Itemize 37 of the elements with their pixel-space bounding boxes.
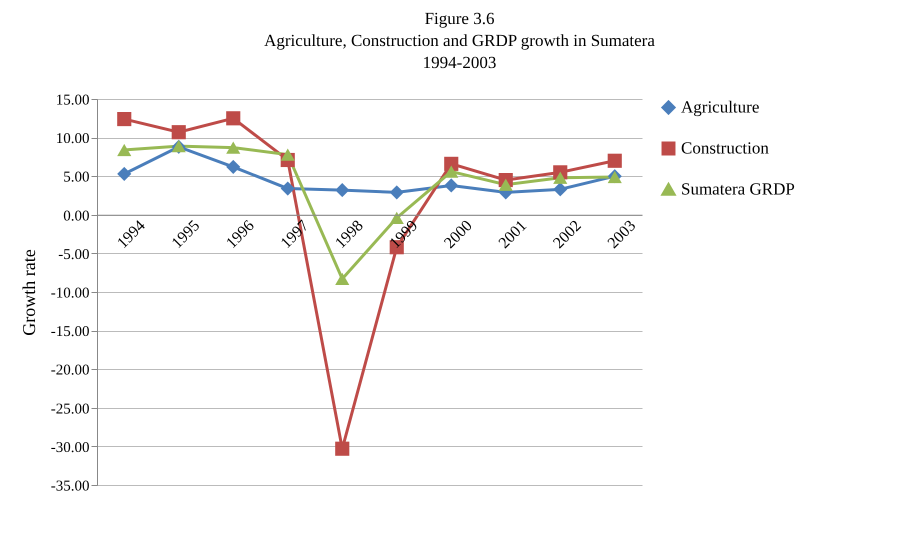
y-tick-label: -25.00	[50, 401, 90, 418]
point	[172, 125, 186, 140]
point	[335, 442, 350, 456]
point	[390, 185, 404, 200]
y-tick-label: -10.00	[50, 286, 90, 302]
point	[553, 182, 568, 196]
point	[444, 156, 458, 171]
point	[444, 178, 458, 193]
point	[608, 154, 622, 168]
y-tick-label: -35.00	[50, 478, 90, 494]
point	[117, 112, 132, 126]
y-tick-label: -30.00	[50, 440, 90, 456]
y-axis-title: Growth rate	[18, 249, 39, 336]
chart-subtitle: Agriculture, Construction and GRDP growth in Sumatera 1994-2003	[264, 31, 656, 72]
legend-label: Agriculture	[681, 98, 760, 116]
point	[226, 111, 240, 126]
point	[335, 272, 350, 285]
y-tick-label: 15.00	[56, 92, 90, 108]
y-tick-label: 5.00	[63, 170, 90, 186]
point	[498, 178, 513, 191]
point	[226, 160, 240, 174]
point	[117, 144, 132, 156]
y-tick-label: 10.00	[56, 131, 90, 148]
y-tick-label: 0.00	[63, 208, 90, 224]
y-tick-label: -15.00	[50, 324, 90, 340]
point	[226, 142, 240, 154]
legend-label: Sumatera GRDP	[681, 180, 795, 198]
point	[280, 148, 295, 161]
point	[335, 183, 350, 198]
point	[280, 181, 295, 196]
legend-label: Construction	[681, 138, 770, 158]
chart-title: Figure 3.6	[424, 9, 494, 28]
point	[117, 166, 132, 181]
point	[444, 165, 458, 178]
point	[553, 172, 568, 184]
y-tick-label: -5.00	[58, 246, 90, 263]
y-tick-label: -20.00	[50, 362, 90, 379]
